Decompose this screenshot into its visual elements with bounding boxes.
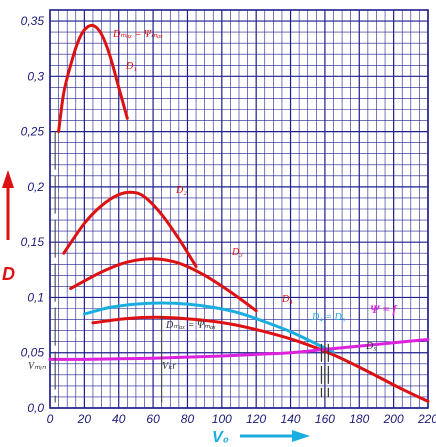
series-line-3 (69, 257, 258, 313)
annotation-vkr: Vₖґ (162, 361, 176, 372)
y-tick-label: 0,05 (21, 346, 45, 360)
x-tick-label: 200 (383, 412, 404, 426)
y-tick-label: 0,15 (21, 235, 45, 249)
x-axis-label: V₀ (212, 429, 229, 446)
x-tick-label: 60 (146, 412, 160, 426)
annotation-d5: D₅ (365, 341, 377, 352)
annotation-d2: D₂ (175, 185, 187, 196)
x-tick-label: 80 (181, 412, 195, 426)
y-tick-label: 0,1 (27, 290, 44, 304)
x-axis-arrow (240, 430, 310, 442)
annotation-d1: D₁ (125, 61, 137, 72)
series-lines (48, 23, 430, 403)
y-tick-label: 0,0 (27, 401, 44, 415)
annotation-dmax-top: Dₘₐₓ = Ψₘₐₓ (112, 29, 163, 40)
y-tick-label: 0,35 (21, 14, 45, 28)
x-tick-label: 120 (246, 412, 266, 426)
y-tick-label: 0,2 (27, 180, 44, 194)
y-axis-label: D (2, 264, 15, 284)
series-line-5 (91, 315, 430, 403)
series-line-1 (57, 23, 129, 134)
annotation-vmin: Vₘᵢₙ (28, 361, 47, 372)
annotation-d4: D₄ (281, 294, 293, 305)
series-line-2 (62, 190, 198, 268)
annotation-psi: Ψ = f (370, 302, 397, 316)
reference-markers (54, 131, 329, 403)
y-axis-arrow (2, 170, 14, 240)
series-line-4 (82, 301, 335, 355)
annotation-intersection: D₄ = D₅ (311, 312, 346, 323)
x-tick-label: 180 (349, 412, 369, 426)
x-tick-label: 100 (212, 412, 232, 426)
y-tick-label: 0,3 (27, 69, 44, 83)
grid (49, 9, 429, 409)
x-tick-label: 40 (112, 412, 126, 426)
plot-frame (49, 9, 429, 409)
x-tick-label: 20 (77, 412, 92, 426)
tick-labels: 0 20 40 60 80 100 120 140 160 180 200 220 0,0 0,05 0,1… (21, 14, 436, 426)
y-tick-label: 0,25 (21, 125, 45, 139)
annotation-dmax-bottom: Dₘₐₓ = Ψₘₐₓ (165, 320, 216, 331)
x-tick-label: 0 (47, 412, 54, 426)
x-tick-label: 140 (281, 412, 301, 426)
x-tick-label: 220 (417, 412, 436, 426)
x-tick-label: 160 (315, 412, 335, 426)
annotation-d3: D₃ (231, 247, 243, 258)
series-line-6 (48, 337, 430, 361)
